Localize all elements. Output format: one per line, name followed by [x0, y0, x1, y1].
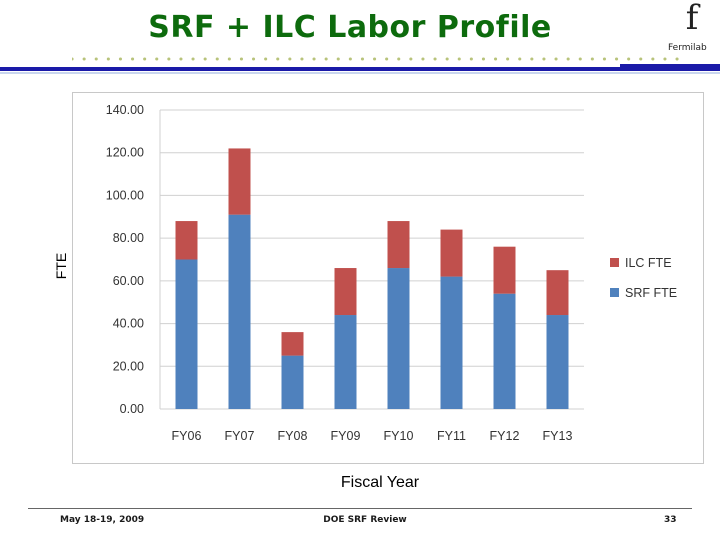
x-tick-label: FY10 — [384, 429, 414, 443]
y-tick-label: 140.00 — [106, 103, 144, 117]
dotted-divider — [72, 57, 682, 61]
bar-ilc-fte — [228, 148, 251, 215]
legend-swatch — [610, 288, 619, 297]
legend-label: ILC FTE — [625, 256, 672, 270]
y-tick-label: 40.00 — [113, 317, 144, 331]
y-tick-label: 120.00 — [106, 146, 144, 160]
bar-ilc-fte — [387, 221, 410, 269]
legend-swatch — [610, 258, 619, 267]
x-tick-label: FY12 — [490, 429, 520, 443]
bar-ilc-fte — [281, 332, 304, 356]
x-tick-label: FY07 — [225, 429, 255, 443]
x-tick-label: FY06 — [172, 429, 202, 443]
footer-date: May 18-19, 2009 — [60, 515, 145, 525]
bar-ilc-fte — [175, 221, 198, 260]
bar-ilc-fte — [546, 270, 569, 316]
header-rule-light — [0, 72, 720, 74]
footer-rule — [28, 508, 692, 509]
bar-srf-fte — [493, 293, 516, 409]
bar-srf-fte — [334, 315, 357, 409]
bar-srf-fte — [228, 214, 251, 409]
bar-ilc-fte — [493, 246, 516, 294]
x-tick-label: FY11 — [437, 429, 466, 443]
chart: 0.00 20.00 40.00 60.00 80.00 100.00 120.00 140.… — [72, 92, 704, 464]
bar-srf-fte — [546, 315, 569, 409]
fermilab-logo-text: Fermilab — [668, 43, 707, 53]
bar-srf-fte — [281, 355, 304, 409]
chart-svg: 0.00 20.00 40.00 60.00 80.00 100.00 120.00 140.… — [72, 92, 704, 464]
x-axis-label: Fiscal Year — [340, 474, 420, 491]
x-tick-label: FY13 — [543, 429, 573, 443]
header-rule — [0, 67, 720, 71]
bar-ilc-fte — [440, 229, 463, 277]
x-tick-label: FY09 — [331, 429, 361, 443]
legend-label: SRF FTE — [625, 286, 677, 300]
bar-srf-fte — [387, 268, 410, 409]
bar-srf-fte — [440, 276, 463, 409]
y-tick-label: 20.00 — [113, 359, 144, 373]
bar-ilc-fte — [334, 268, 357, 316]
x-tick-label: FY08 — [278, 429, 308, 443]
fermilab-logo: f — [672, 0, 712, 36]
slide-title: SRF + ILC Labor Profile — [148, 10, 552, 45]
y-axis-label: FTE — [53, 252, 70, 280]
page-number: 33 — [664, 515, 677, 525]
bar-srf-fte — [175, 259, 198, 409]
y-tick-label: 80.00 — [113, 231, 144, 245]
y-tick-label: 0.00 — [120, 402, 144, 416]
y-tick-label: 100.00 — [106, 188, 144, 202]
fermilab-logo-icon: f — [685, 0, 699, 38]
y-tick-label: 60.00 — [113, 274, 144, 288]
footer-event: DOE SRF Review — [323, 515, 407, 525]
